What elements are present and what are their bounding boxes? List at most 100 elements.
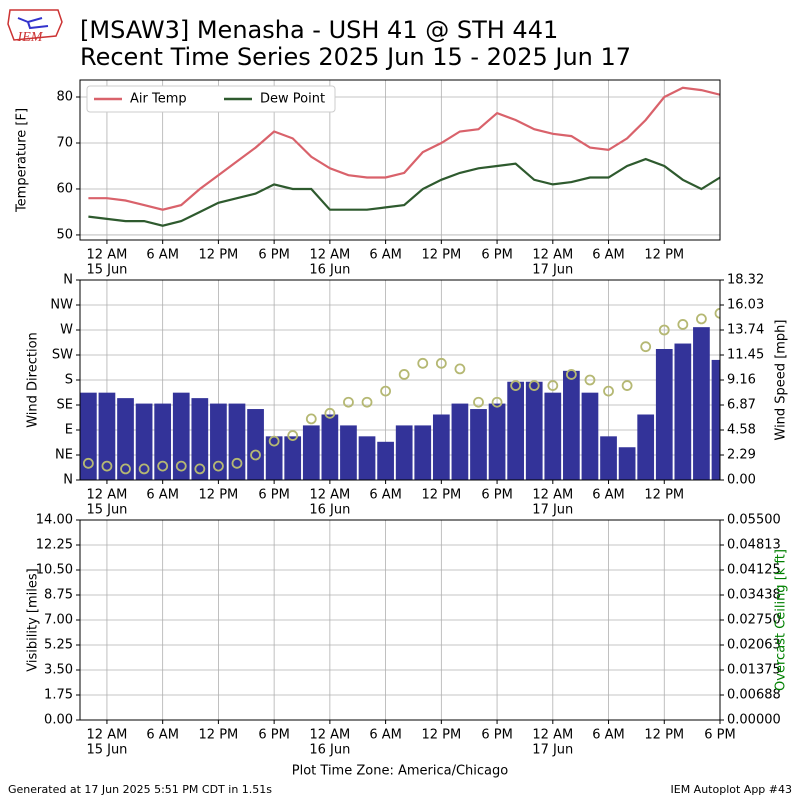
y-axis-label: Visibility [miles]	[26, 568, 41, 671]
y-tick-label: 10.50	[36, 563, 73, 578]
x-date-label: 16 Jun	[309, 503, 350, 518]
y2-tick-label: 9.16	[727, 373, 756, 388]
bar	[265, 436, 283, 480]
x-tick-label: 6 PM	[704, 728, 735, 743]
x-date-label: 16 Jun	[309, 263, 350, 278]
bar	[80, 392, 97, 480]
x-tick-label: 12 PM	[644, 248, 684, 263]
y2-tick-label: 0.00688	[727, 688, 781, 703]
bar	[358, 436, 376, 480]
bar	[563, 370, 580, 480]
bar	[98, 392, 116, 480]
y-axis-label: Temperature [F]	[15, 108, 30, 213]
plot-frame	[79, 79, 721, 241]
legend-label: Air Temp	[130, 92, 187, 107]
y-tick-label: 5.25	[44, 638, 73, 653]
y2-tick-label: 0.05500	[727, 513, 781, 528]
point	[231, 457, 243, 469]
y2-axis-label: Overcast Ceiling [k ft]	[774, 549, 789, 691]
point	[603, 385, 614, 397]
y2-tick-label: 18.32	[727, 273, 764, 288]
point	[194, 463, 206, 475]
bar	[432, 414, 450, 480]
x-tick-label: 6 AM	[592, 728, 625, 743]
x-tick-label: 12 PM	[199, 488, 239, 503]
x-tick-label: 6 PM	[481, 488, 512, 503]
x-tick-label: 6 PM	[258, 248, 289, 263]
y2-tick-label: 4.58	[727, 423, 756, 438]
point	[380, 385, 392, 397]
point	[138, 463, 150, 475]
y-tick-label: 7.00	[44, 613, 73, 628]
point	[696, 313, 707, 325]
bar	[210, 403, 227, 480]
x-tick-label: 6 AM	[369, 488, 402, 503]
bar	[247, 409, 264, 480]
logo-outline	[7, 9, 63, 41]
footer-left: Generated at 17 Jun 2025 5:51 PM CDT in …	[8, 783, 272, 796]
bar	[600, 436, 617, 480]
x-tick-label: 6 AM	[369, 728, 402, 743]
bar	[637, 414, 655, 480]
bar	[655, 348, 673, 480]
point	[510, 380, 522, 391]
x-tick-label: 12 AM	[309, 488, 350, 503]
bar	[191, 398, 209, 480]
y2-tick-label: 0.02063	[727, 638, 781, 653]
x-tick-label: 12 PM	[644, 488, 684, 503]
footer-right: IEM Autoplot App #43	[671, 783, 793, 796]
title-line: [MSAW3] Menasha - USH 41 @ STH 441	[80, 16, 558, 44]
point	[714, 307, 720, 319]
y-tick-label: 0.00	[44, 713, 73, 728]
y-tick-label: N	[63, 273, 73, 288]
plot-frame	[79, 519, 721, 721]
x-tick-label: 12 AM	[532, 728, 573, 743]
x-tick-label: 6 PM	[481, 728, 512, 743]
point	[175, 460, 187, 472]
point	[213, 460, 224, 472]
x-tick-label: 6 PM	[258, 728, 289, 743]
bar	[674, 343, 692, 480]
y2-tick-label: 6.87	[727, 398, 756, 413]
x-tick-label: 6 AM	[146, 248, 179, 263]
bar	[284, 436, 302, 480]
x-date-label: 17 Jun	[532, 503, 573, 518]
bar	[377, 441, 394, 480]
point	[305, 413, 317, 425]
x-date-label: 15 Jun	[86, 263, 127, 278]
y-tick-label: 14.00	[36, 513, 73, 528]
point	[417, 357, 429, 369]
y2-tick-label: 16.03	[727, 298, 764, 313]
point	[584, 374, 596, 386]
legend: Air Temp Dew Point	[86, 85, 336, 113]
point	[640, 341, 652, 353]
x-date-label: 17 Jun	[532, 263, 573, 278]
point	[398, 369, 410, 380]
legend-label: Dew Point	[260, 92, 325, 107]
point	[361, 396, 373, 408]
bar	[321, 414, 339, 480]
y2-tick-label: 0.02750	[727, 613, 781, 628]
y-tick-label: 70	[56, 135, 73, 150]
series-line	[88, 157, 720, 227]
y-tick-label: E	[65, 423, 73, 438]
point	[658, 324, 670, 336]
x-tick-label: 12 AM	[87, 488, 128, 503]
bar	[525, 381, 543, 480]
plot-area	[80, 307, 720, 480]
bar	[135, 403, 153, 480]
y-tick-label: W	[60, 323, 73, 338]
bar	[340, 425, 357, 480]
y-tick-label: NW	[50, 298, 73, 313]
x-tick-label: 12 PM	[421, 488, 461, 503]
point	[454, 363, 466, 375]
x-tick-label: 12 AM	[532, 488, 573, 503]
y2-tick-label: 0.01375	[727, 663, 781, 678]
y-tick-label: 3.50	[44, 663, 73, 678]
y-tick-label: SE	[57, 398, 73, 413]
x-date-label: 17 Jun	[532, 743, 573, 758]
point	[120, 463, 131, 475]
bar	[488, 403, 506, 480]
title-line: Recent Time Series 2025 Jun 15 - 2025 Ju…	[80, 43, 631, 71]
